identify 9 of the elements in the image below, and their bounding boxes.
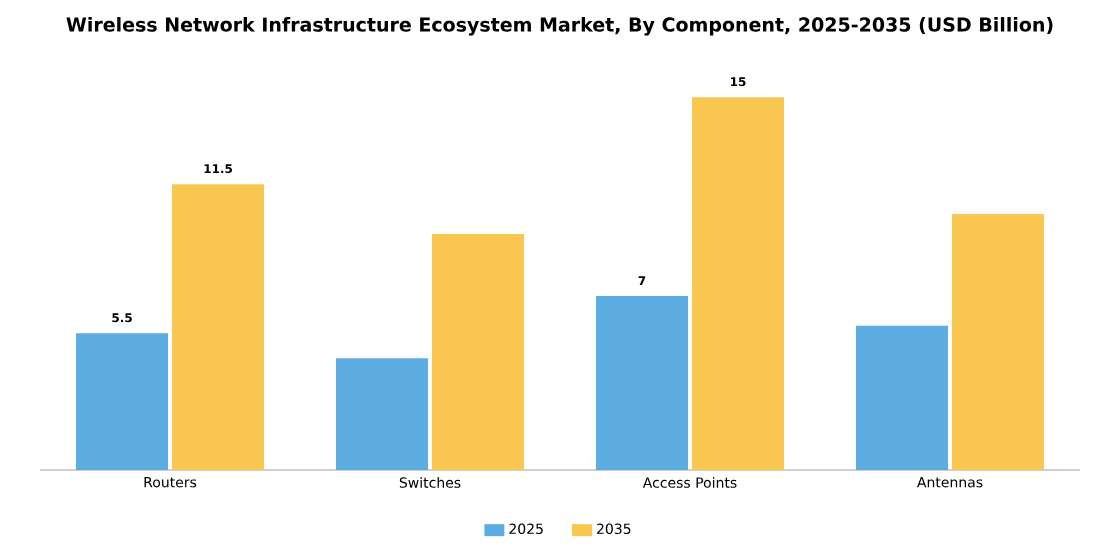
- bar: [855, 325, 948, 470]
- bar: [432, 233, 524, 470]
- bar: [691, 97, 784, 470]
- bar: [596, 296, 688, 470]
- bar: [172, 184, 265, 470]
- bar: [76, 333, 169, 470]
- bar: [336, 358, 428, 470]
- bar: [951, 214, 1044, 470]
- chart-title: Wireless Network Infrastructure Ecosystem Market, By Component, 2025-2035 (USD Billion): [66, 17, 1053, 36]
